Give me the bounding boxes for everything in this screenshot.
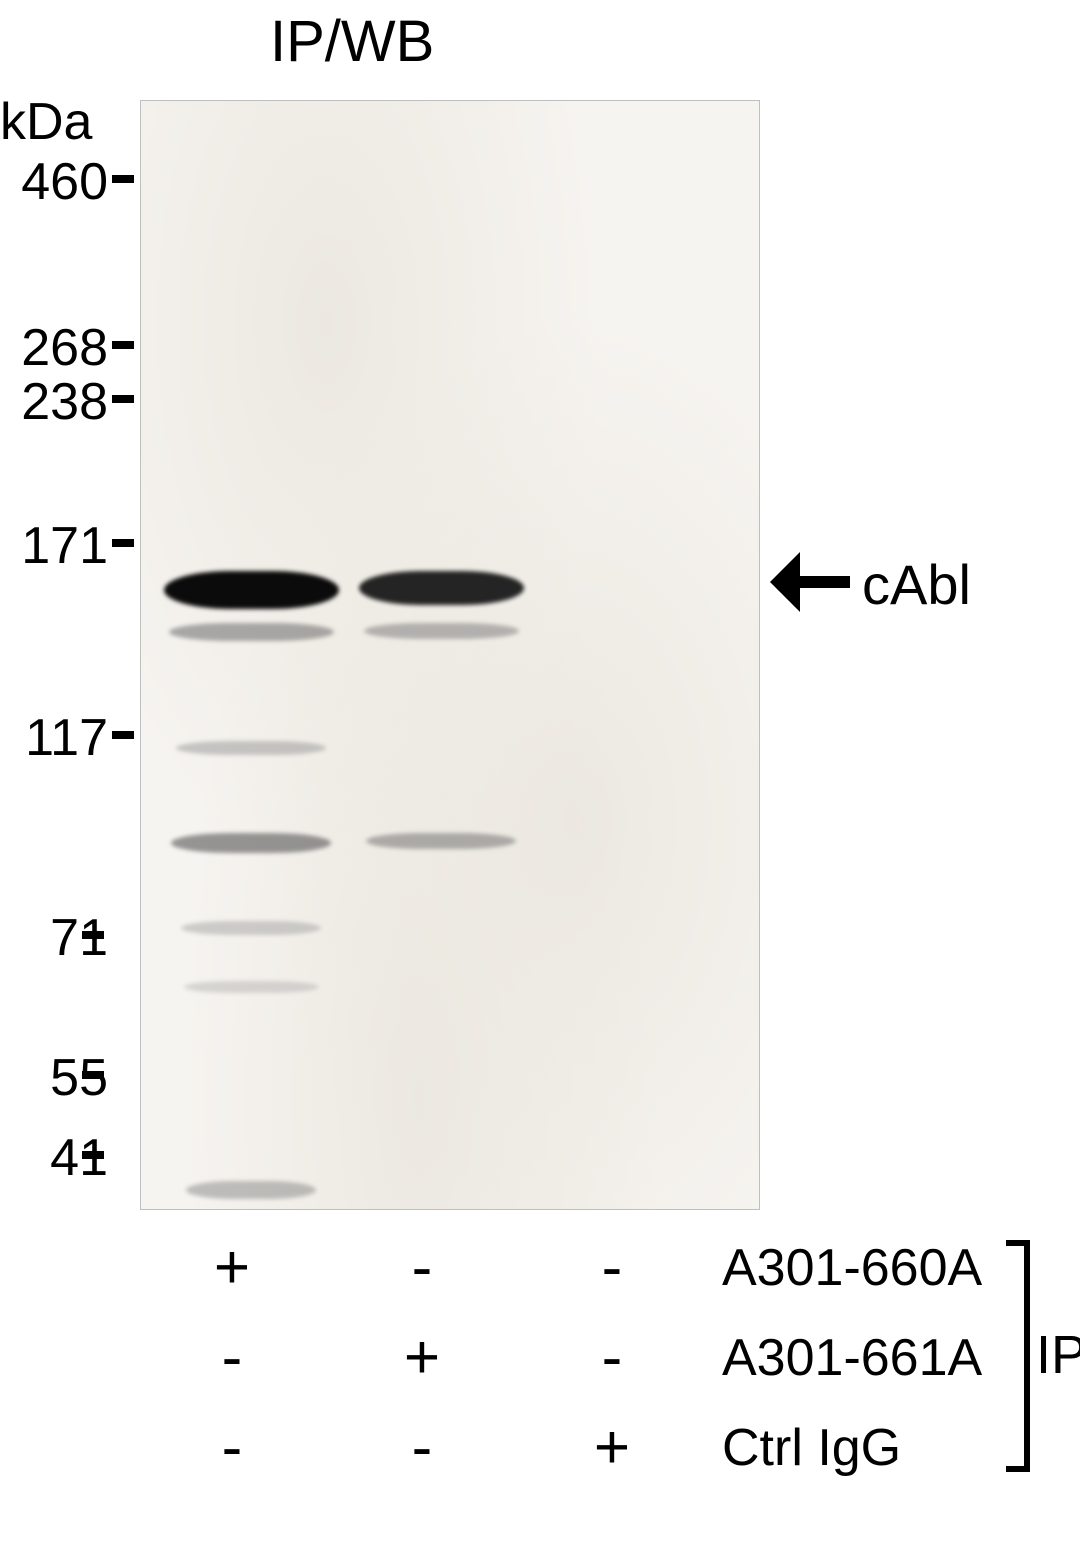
mw-marker-label: 460 [0, 152, 108, 212]
mw-marker-tick [112, 395, 134, 403]
ip-group-label: IP [1036, 1324, 1080, 1386]
mw-marker-tick [82, 1151, 104, 1159]
blot-band [364, 623, 519, 639]
mw-marker-tick [82, 931, 104, 939]
mw-marker-tick [112, 731, 134, 739]
figure-title: IP/WB [270, 8, 434, 75]
blot-band [169, 623, 334, 641]
mw-marker-label: 238 [0, 372, 108, 432]
antibody-row-label: Ctrl IgG [722, 1418, 901, 1478]
lane-negative: - [392, 1412, 452, 1483]
antibody-row-label: A301-661A [722, 1328, 982, 1388]
western-blot-image [140, 100, 760, 1210]
blot-band [359, 571, 524, 605]
blot-band [176, 741, 326, 755]
lane-negative: - [202, 1412, 262, 1483]
mw-marker-tick [112, 175, 134, 183]
lane-negative: - [392, 1232, 452, 1303]
target-arrow-shaft [800, 576, 850, 588]
blot-band [181, 921, 321, 935]
lane-negative: - [202, 1322, 262, 1393]
lane-positive: + [392, 1322, 452, 1393]
blot-band [171, 833, 331, 853]
mw-marker-tick [82, 1071, 104, 1079]
lane-positive: + [582, 1412, 642, 1483]
mw-marker-label: 171 [0, 516, 108, 576]
antibody-row-label: A301-660A [722, 1238, 982, 1298]
axis-unit-label: kDa [0, 92, 92, 152]
lane-negative: - [582, 1322, 642, 1393]
blot-band [186, 1181, 316, 1199]
target-protein-label: cAbl [862, 552, 971, 617]
target-arrow-head [770, 552, 800, 612]
mw-marker-tick [112, 341, 134, 349]
ip-bracket-bottom [1006, 1466, 1030, 1472]
mw-marker-tick [112, 539, 134, 547]
mw-marker-label: 268 [0, 318, 108, 378]
blot-band [366, 833, 516, 849]
lane-positive: + [202, 1232, 262, 1303]
ip-bracket-top [1006, 1240, 1030, 1246]
lane-negative: - [582, 1232, 642, 1303]
blot-band [184, 981, 319, 993]
blot-band [164, 571, 339, 609]
ip-bracket-vertical [1024, 1240, 1030, 1472]
mw-marker-label: 117 [0, 708, 108, 768]
